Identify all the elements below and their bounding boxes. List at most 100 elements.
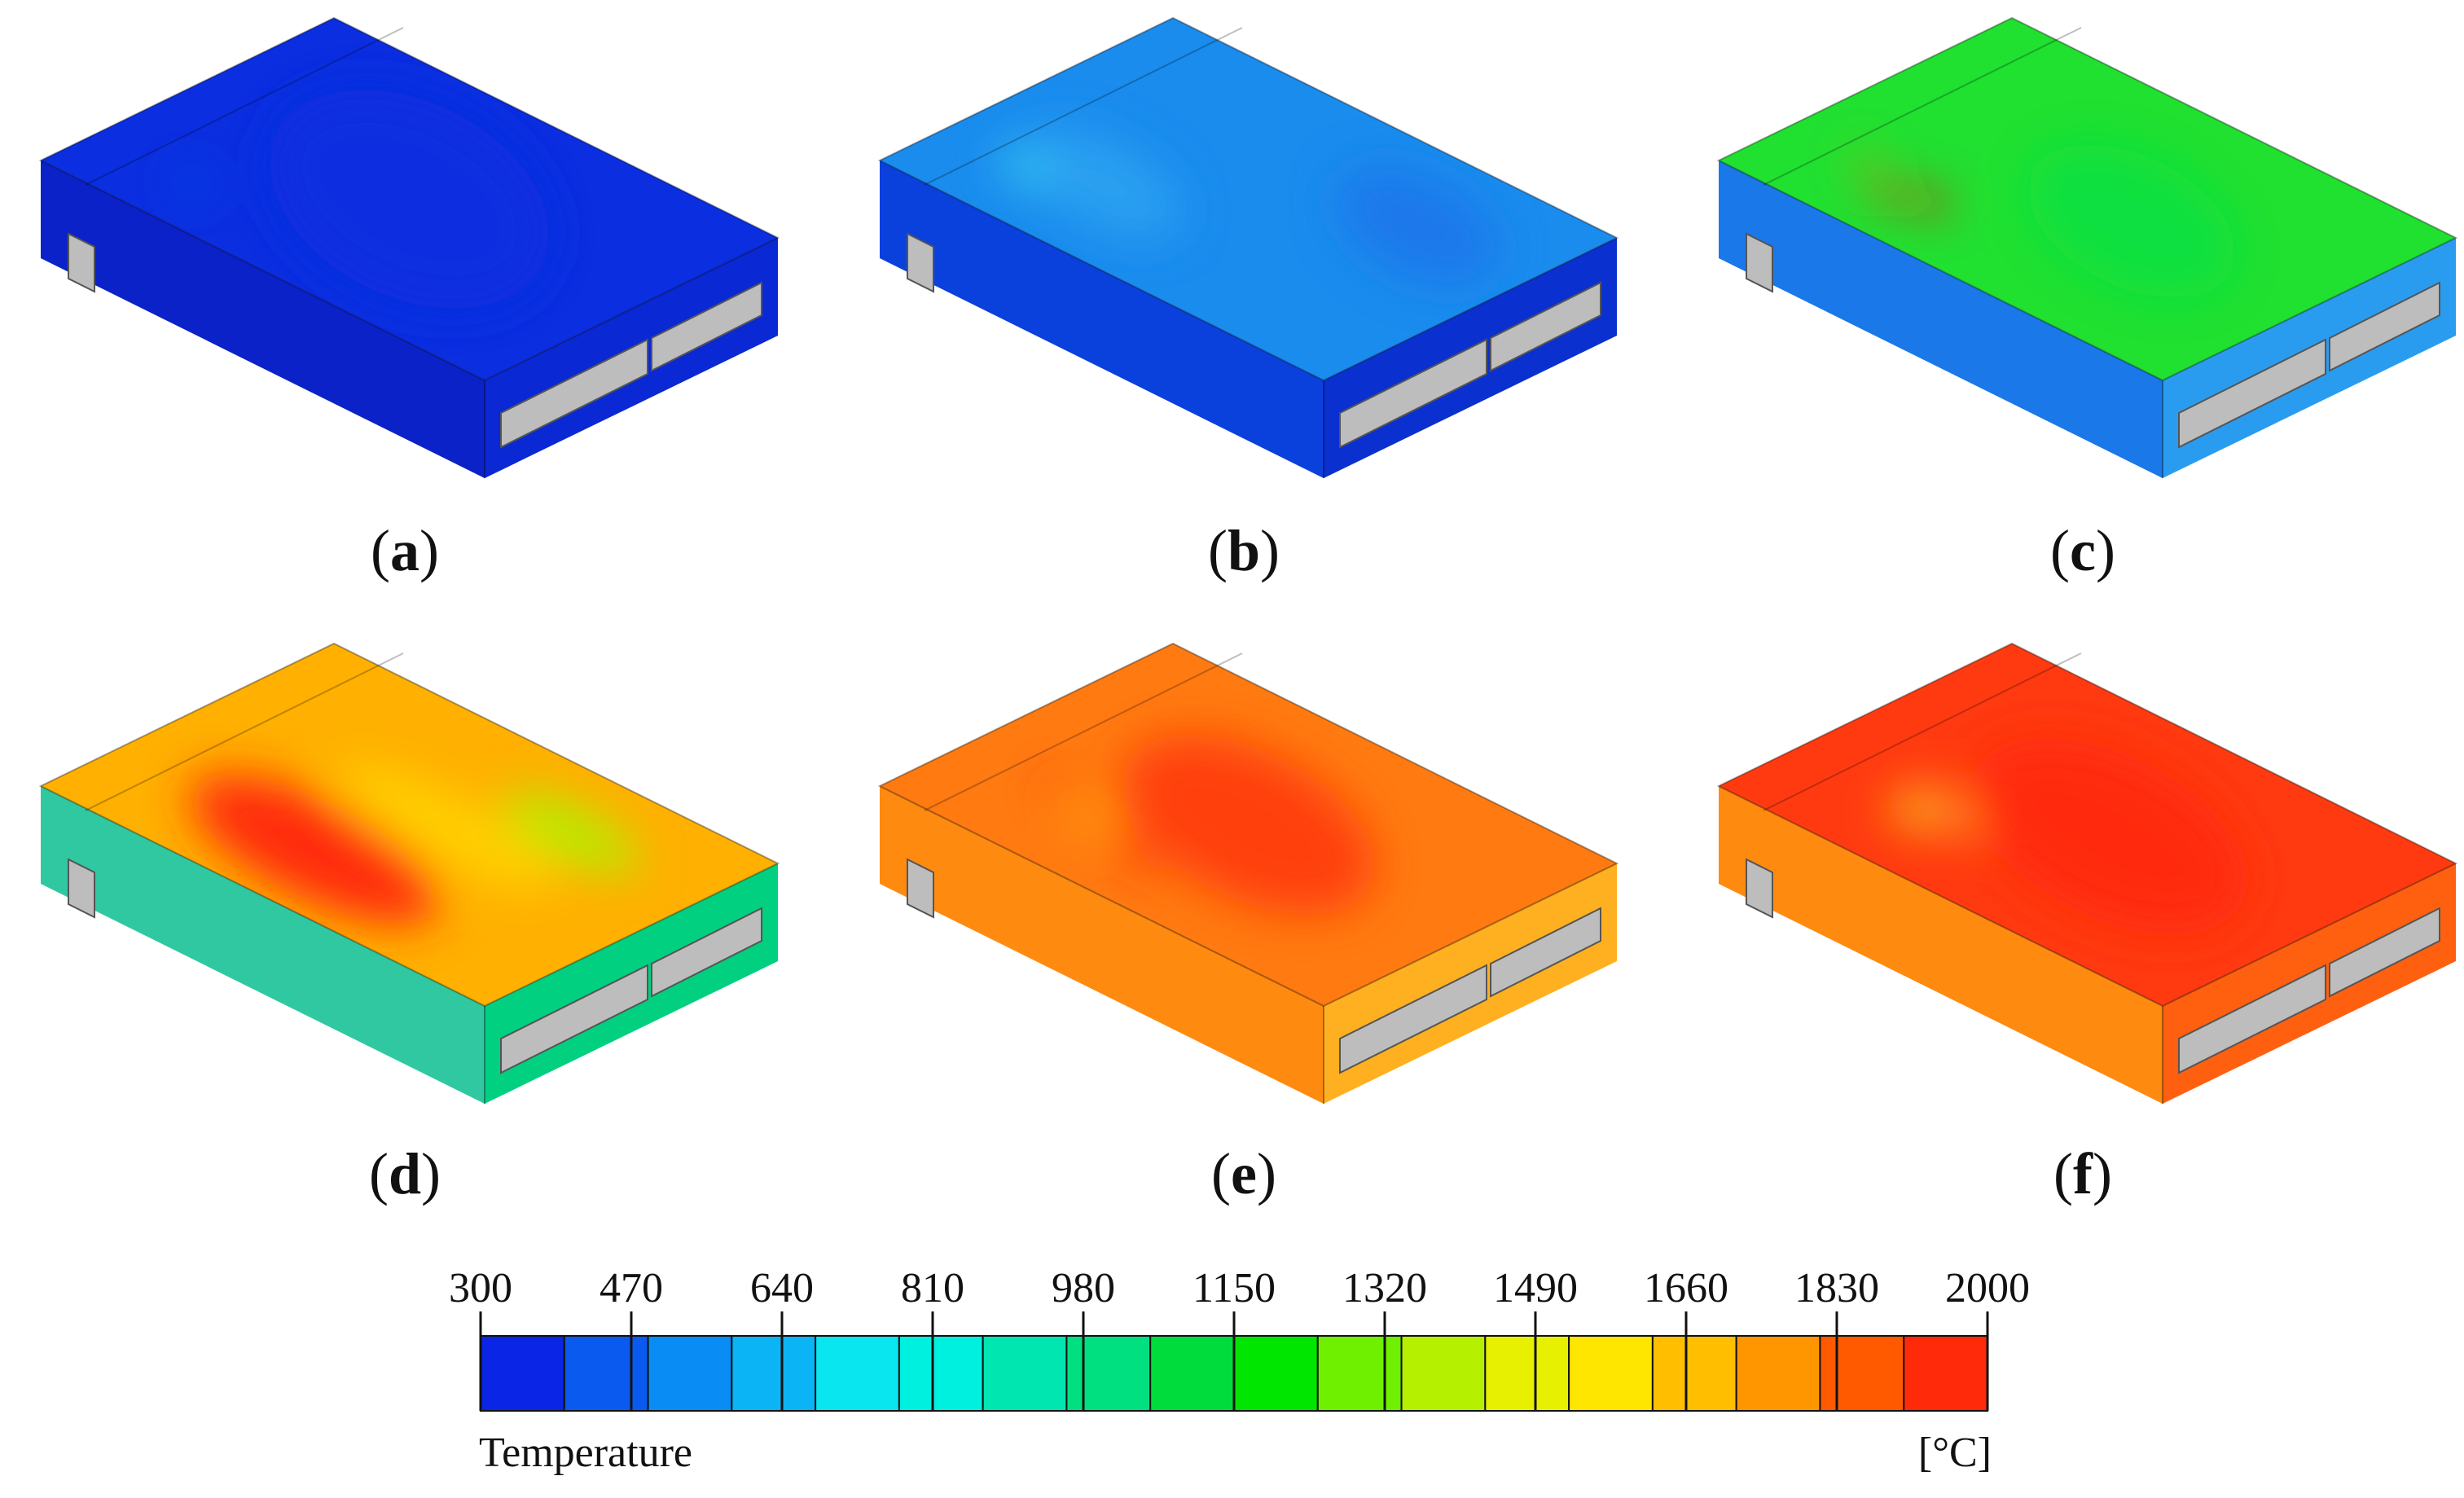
colorbar-tick-label: 810 (901, 1265, 964, 1311)
temperature-field (1852, 144, 2236, 298)
slab-top-face (880, 18, 1617, 380)
temperature-zone (190, 775, 438, 925)
temperature-zone (1072, 806, 1100, 827)
label-letter: e (1231, 1141, 1257, 1206)
temperature-zone (334, 766, 559, 891)
label-letter: b (1228, 518, 1260, 583)
colorbar-cell (1735, 1335, 1821, 1412)
panel-b (877, 16, 1619, 478)
colorbar-cell (1400, 1335, 1487, 1412)
opening-right-1 (500, 338, 648, 449)
label-close-paren: ) (421, 1141, 441, 1206)
colorbar-cell (731, 1335, 817, 1412)
colorbar-cell (563, 1335, 649, 1412)
temperature-field (1043, 735, 1375, 915)
opening-right-1 (2178, 964, 2326, 1074)
panel-f (1716, 642, 2458, 1104)
section-line (924, 652, 1243, 811)
colorbar-cell (1484, 1335, 1570, 1412)
colorbar-cell (815, 1335, 900, 1412)
opening-right-1 (500, 964, 648, 1074)
colorbar-cell (1233, 1335, 1319, 1412)
opening-right-2 (1490, 281, 1601, 372)
temperature-zone (1873, 181, 1901, 204)
section-line (1763, 27, 2082, 186)
opening-front (1746, 232, 1773, 293)
opening-front (1746, 858, 1773, 919)
slab-front-face (41, 160, 485, 478)
colorbar-tick-label: 1320 (1342, 1265, 1427, 1311)
opening-right-2 (651, 907, 762, 998)
temperature-zone (2027, 144, 2236, 298)
temperature-zone (996, 151, 1052, 187)
section-line (85, 652, 404, 811)
opening-front (907, 858, 934, 919)
label-open-paren: ( (2050, 518, 2070, 583)
opening-right-1 (1339, 338, 1487, 449)
slab-front-face (880, 786, 1324, 1104)
slab-front-face (880, 160, 1324, 478)
colorbar-cell (1065, 1335, 1152, 1412)
temperature-zone (1119, 844, 1157, 869)
colorbar-cell (647, 1335, 733, 1412)
panels: (a) (b) (c)(d) (e) (f) (38, 16, 2458, 1206)
label-open-paren: ( (371, 518, 390, 583)
colorbar-cell (1651, 1335, 1737, 1412)
colorbar-cell (1316, 1335, 1403, 1412)
label-open-paren: ( (2053, 1141, 2073, 1206)
colorbar-cell (1568, 1335, 1654, 1412)
temperature-zone (1122, 735, 1375, 915)
label-letter: d (389, 1141, 421, 1206)
opening-front (68, 232, 95, 293)
temperature-zone (1043, 777, 1070, 797)
temperature-field (173, 89, 550, 310)
label-close-paren: ) (2093, 1141, 2112, 1206)
temperature-zone (269, 89, 550, 310)
panel-label-c: (c) (2050, 518, 2115, 583)
colorbar-tick-label: 1150 (1192, 1265, 1276, 1311)
colorbar-tick-label: 1490 (1493, 1265, 1578, 1311)
panel-label-d: (d) (369, 1141, 441, 1206)
label-letter: f (2073, 1141, 2093, 1206)
colorbar-cell (1149, 1335, 1235, 1412)
panel-label-b: (b) (1208, 518, 1280, 583)
label-open-paren: ( (1211, 1141, 1231, 1206)
temperature-zone (1021, 130, 1181, 237)
colorbar-title: Temperature (479, 1430, 692, 1476)
colorbar-tick-label: 470 (600, 1265, 663, 1311)
colorbar-tick-label: 300 (449, 1265, 512, 1311)
opening-front (68, 858, 95, 919)
panel-d (38, 642, 780, 1104)
panel-label-f: (f) (2053, 1141, 2112, 1206)
opening-right-1 (1339, 964, 1487, 1074)
temperature-zone (1913, 190, 1946, 213)
label-close-paren: ) (1257, 1141, 1276, 1206)
section-line (85, 27, 404, 186)
temperature-zone (1337, 167, 1499, 284)
section-line (924, 27, 1243, 186)
temperature-field (1889, 737, 2248, 934)
temperature-zone (1889, 805, 1926, 828)
colorbar-cell (982, 1335, 1068, 1412)
panel-a (38, 16, 780, 478)
panel-e (877, 642, 1619, 1104)
label-close-paren: ) (2096, 518, 2115, 583)
temperature-zone (503, 793, 639, 873)
section-line (1763, 652, 2082, 811)
colorbar-tick-label: 2000 (1945, 1265, 2030, 1311)
opening-right-2 (1490, 907, 1601, 998)
colorbar-tick-label: 1660 (1644, 1265, 1728, 1311)
label-open-paren: ( (1208, 518, 1228, 583)
colorbar-tick-label: 1830 (1794, 1265, 1879, 1311)
slab-front-face (41, 786, 485, 1104)
colorbar-cell (1903, 1335, 1988, 1412)
colorbar-cell (480, 1335, 565, 1412)
temperature-zone (1852, 156, 1877, 172)
label-open-paren: ( (369, 1141, 389, 1206)
colorbar-cell (1819, 1335, 1905, 1412)
temperature-zone (1971, 737, 2248, 934)
opening-right-2 (651, 281, 762, 372)
label-letter: c (2070, 518, 2096, 583)
colorbar-tick-label: 980 (1052, 1265, 1115, 1311)
